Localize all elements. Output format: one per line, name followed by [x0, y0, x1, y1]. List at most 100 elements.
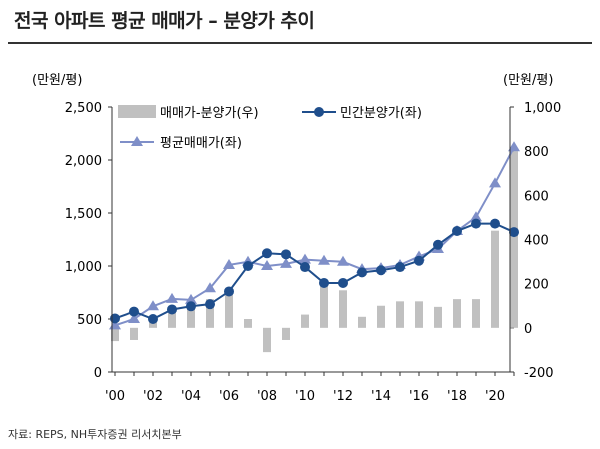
right-tick-label: 1,000 [524, 101, 561, 116]
x-axis-ticks: '00 '02 '04 '06 '08 '10 '12 '14 '16 '18 '20 [105, 372, 515, 404]
x-tick-label: '10 [295, 389, 315, 404]
avg-price-point [261, 260, 273, 270]
right-tick-label: 400 [524, 234, 549, 249]
bar [320, 283, 328, 328]
bar [263, 327, 271, 353]
private-price-line [114, 222, 515, 321]
chart-title: 전국 아파트 평균 매매가 – 분양가 추이 [14, 10, 315, 32]
bar [377, 305, 385, 328]
private-price-point [243, 261, 253, 271]
left-tick-label: 1,000 [65, 260, 102, 275]
private-price-point [300, 262, 310, 273]
legend-bar-label: 매매가-분양가(우) [160, 106, 259, 121]
bar [244, 319, 252, 328]
bar [149, 322, 157, 328]
private-price-point [490, 218, 500, 229]
private-price-point [471, 218, 481, 229]
left-axis-ticks: 0 500 1,000 1,500 2,000 2,500 [65, 101, 112, 381]
x-tick-label: '16 [409, 389, 429, 404]
avg-price-point [128, 313, 140, 323]
right-axis-label: (만원/평) [503, 73, 553, 88]
legend-avg-marker [131, 136, 143, 146]
private-price-point [148, 314, 158, 324]
private-price-point [319, 277, 329, 288]
x-tick-label: '06 [219, 389, 239, 404]
left-tick-label: 1,500 [65, 207, 102, 222]
bar [491, 230, 499, 328]
right-tick-label: 0 [524, 322, 532, 337]
avg-price-point [223, 258, 235, 269]
bar [339, 290, 347, 328]
bar [225, 294, 233, 328]
right-tick-label: -200 [524, 366, 554, 381]
avg-price-point [299, 253, 311, 264]
private-price-point [452, 226, 462, 237]
bar [396, 301, 404, 328]
bar [168, 311, 176, 328]
right-tick-label: 200 [524, 278, 549, 293]
x-tick-label: '04 [181, 389, 201, 404]
x-tick-label: '18 [447, 389, 467, 404]
x-tick-label: '20 [485, 389, 505, 404]
private-price-point [186, 301, 196, 312]
bar [358, 316, 366, 328]
legend-private-marker [314, 107, 324, 117]
left-tick-label: 0 [94, 366, 102, 381]
right-tick-label: 600 [524, 189, 549, 204]
x-tick-label: '14 [371, 389, 391, 404]
avg-price-point [280, 257, 292, 268]
right-axis-ticks: -200 0 200 400 600 800 1,000 [510, 101, 561, 381]
private-price-point [357, 267, 367, 278]
private-price-point [262, 248, 272, 259]
x-tick-label: '00 [105, 389, 125, 404]
left-axis-label: (만원/평) [32, 73, 82, 88]
avg-price-point [489, 177, 501, 188]
legend-bar-swatch [118, 105, 156, 118]
x-tick-label: '12 [333, 389, 353, 404]
private-price-point [395, 262, 405, 273]
avg-price-point [470, 211, 482, 222]
avg-price-point [166, 292, 178, 303]
left-tick-label: 2,000 [65, 154, 102, 169]
line-series [109, 141, 520, 330]
bar [130, 327, 138, 340]
x-tick-label: '02 [143, 389, 163, 404]
bar [282, 327, 290, 340]
bar [301, 314, 309, 328]
chart-source: 자료: REPS, NH투자증권 리서치본부 [8, 428, 182, 441]
avg-price-point [508, 141, 520, 152]
bar [187, 305, 195, 328]
avg-price-point [318, 254, 330, 265]
bar [453, 299, 461, 328]
x-tick-label: '08 [257, 389, 277, 404]
bar [415, 301, 423, 328]
private-price-point [433, 239, 443, 250]
private-price-point [224, 286, 234, 297]
legend: 매매가-분양가(우) 민간분양가(좌) 평균매매가(좌) [118, 105, 422, 151]
left-tick-label: 500 [77, 313, 102, 328]
private-price-point [129, 306, 139, 317]
bar [111, 327, 119, 342]
right-tick-label: 800 [524, 145, 549, 160]
private-price-point [281, 249, 291, 260]
private-price-point [509, 227, 519, 238]
legend-avg-label: 평균매매가(좌) [160, 136, 242, 151]
bar [510, 151, 518, 328]
private-price-point [167, 304, 177, 315]
bar [472, 299, 480, 328]
legend-private-label: 민간분양가(좌) [340, 106, 422, 121]
private-price-point [205, 299, 215, 310]
left-tick-label: 2,500 [65, 101, 102, 116]
title-rule [8, 42, 592, 44]
avg-price-point [337, 255, 349, 266]
private-price-point [414, 255, 424, 266]
avg-price-point [147, 300, 159, 311]
avg-price-point [204, 282, 216, 293]
axes [111, 107, 511, 373]
private-price-point [376, 265, 386, 276]
private-price-point [338, 277, 348, 288]
bar [434, 306, 442, 328]
bar-series [111, 151, 518, 353]
avg-price-line [114, 146, 515, 327]
